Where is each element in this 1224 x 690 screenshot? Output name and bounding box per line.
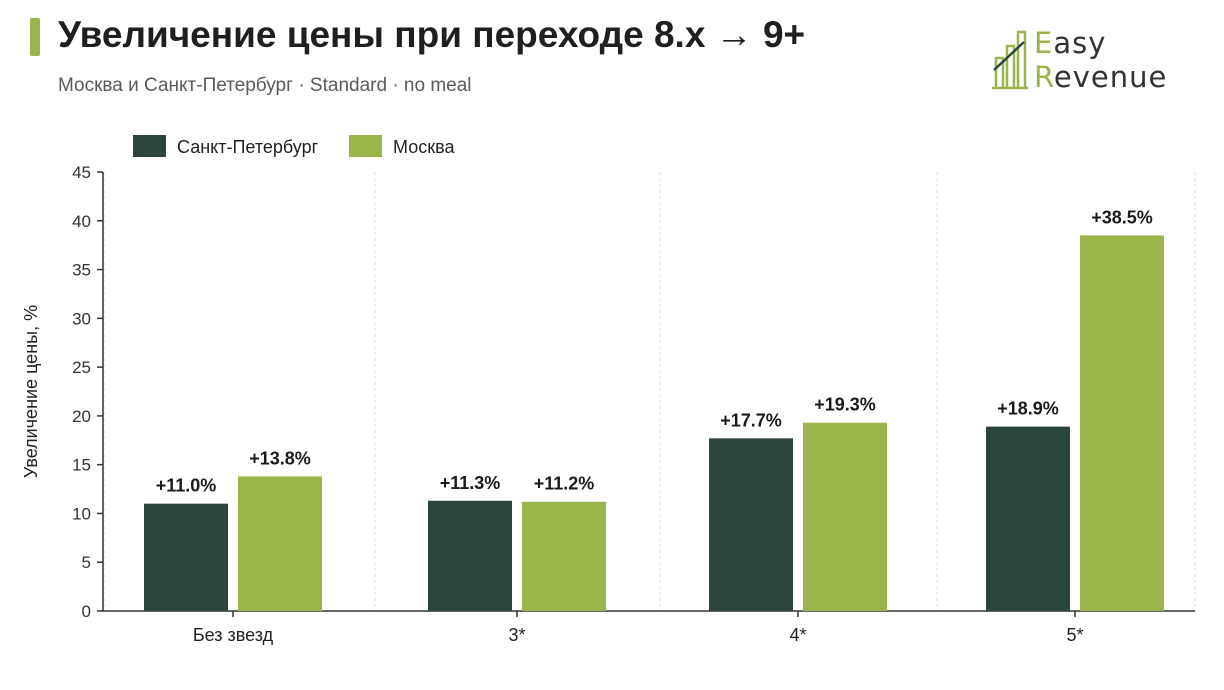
- easy-revenue-logo: Easy Revenue: [990, 26, 1190, 96]
- bar-moscow: [522, 501, 606, 611]
- x-tick-label: 3*: [508, 625, 525, 645]
- logo-easy-initial: E: [1034, 26, 1054, 60]
- legend-label: Санкт-Петербург: [177, 137, 319, 157]
- bar-moscow: [238, 476, 322, 611]
- y-tick-label: 0: [82, 602, 91, 621]
- data-label: +17.7%: [720, 410, 782, 430]
- page-title: Увеличение цены при переходе 8.x → 9+: [58, 14, 806, 55]
- y-tick-label: 30: [72, 309, 91, 328]
- y-tick-label: 20: [72, 407, 91, 426]
- data-label: +11.0%: [156, 476, 217, 496]
- bar-spb: [428, 500, 512, 611]
- y-tick-label: 45: [72, 163, 91, 182]
- data-label: +18.9%: [997, 399, 1059, 419]
- y-tick-label: 10: [72, 504, 91, 523]
- bar-moscow: [1080, 235, 1164, 611]
- y-tick-label: 35: [72, 261, 91, 280]
- logo-word-revenue: Revenue: [1034, 60, 1167, 94]
- x-tick-label: Без звезд: [193, 625, 274, 645]
- title-accent-bar: [30, 18, 40, 56]
- bar-logo-icon: [992, 30, 1028, 90]
- data-label: +13.8%: [249, 448, 311, 468]
- page-subtitle: Москва и Санкт-Петербург · Standard · no…: [58, 75, 472, 96]
- data-label: +11.2%: [534, 474, 595, 494]
- data-label: +19.3%: [814, 395, 876, 415]
- y-tick-label: 25: [72, 358, 91, 377]
- y-tick-label: 5: [82, 553, 91, 572]
- legend-label: Москва: [393, 137, 455, 157]
- x-tick-label: 4*: [789, 625, 806, 645]
- bar-spb: [709, 438, 793, 611]
- legend-swatch: [133, 135, 166, 157]
- bar-spb: [986, 426, 1070, 611]
- bar-spb: [144, 503, 228, 611]
- data-label: +38.5%: [1091, 207, 1153, 227]
- y-tick-label: 15: [72, 456, 91, 475]
- logo-revenue-rest: evenue: [1053, 60, 1168, 94]
- bar-moscow: [803, 422, 887, 611]
- logo-easy-rest: asy: [1053, 26, 1107, 60]
- legend-swatch: [349, 135, 382, 157]
- data-label: +11.3%: [440, 473, 501, 493]
- logo-word-easy: Easy: [1034, 26, 1106, 60]
- y-axis-title: Увеличение цены, %: [21, 305, 41, 478]
- x-tick-label: 5*: [1066, 625, 1083, 645]
- logo-revenue-initial: R: [1034, 60, 1054, 94]
- y-tick-label: 40: [72, 212, 91, 231]
